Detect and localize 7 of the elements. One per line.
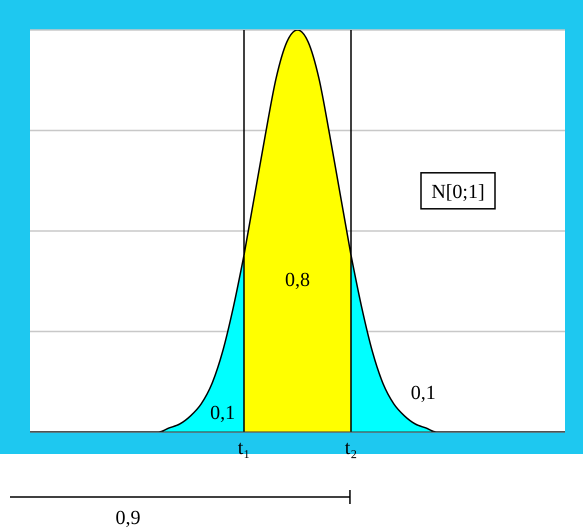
x-tick-label: t₁ bbox=[238, 437, 250, 460]
annotation: 0,1 bbox=[410, 382, 436, 404]
text: 0,9 bbox=[116, 507, 140, 529]
annotation: 0,8 bbox=[285, 269, 310, 292]
annotation: 0,1 bbox=[210, 402, 236, 424]
annotation: N[0;1] bbox=[431, 180, 485, 203]
x-tick-label: t₂ bbox=[344, 437, 358, 460]
